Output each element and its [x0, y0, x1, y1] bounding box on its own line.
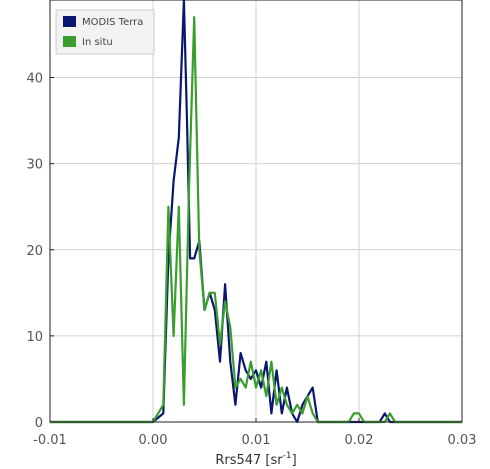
- legend-swatch-modis-terra: [63, 16, 76, 27]
- y-axis: 0 10 20 30 40: [26, 72, 54, 431]
- x-tick-label: -0.01: [33, 433, 67, 448]
- legend-label-in-situ: In situ: [82, 37, 113, 48]
- y-tick-label: 30: [26, 158, 43, 173]
- x-tick-label: 0.00: [139, 433, 168, 448]
- x-axis-title-main: Rrs547 [sr: [215, 453, 283, 468]
- x-axis-title-superscript: -1: [283, 451, 292, 461]
- series-line-in-situ: [50, 16, 462, 424]
- y-tick-label: 40: [26, 72, 43, 87]
- y-tick-label: 20: [26, 244, 43, 259]
- x-axis-title-suffix: ]: [292, 453, 297, 468]
- legend: MODIS Terra In situ: [55, 9, 155, 55]
- grid-lines: [50, 0, 462, 422]
- y-tick-label: 10: [26, 330, 43, 345]
- x-axis-title: Rrs547 [sr-1]: [215, 451, 296, 468]
- legend-label-modis-terra: MODIS Terra: [82, 17, 143, 28]
- x-tick-label: 0.01: [242, 433, 271, 448]
- x-tick-label: 0.02: [345, 433, 374, 448]
- x-tick-label: 0.03: [448, 433, 477, 448]
- legend-swatch-in-situ: [63, 36, 76, 47]
- y-tick-label: 0: [35, 416, 43, 431]
- x-axis: -0.01 0.00 0.01 0.02 0.03: [33, 418, 476, 448]
